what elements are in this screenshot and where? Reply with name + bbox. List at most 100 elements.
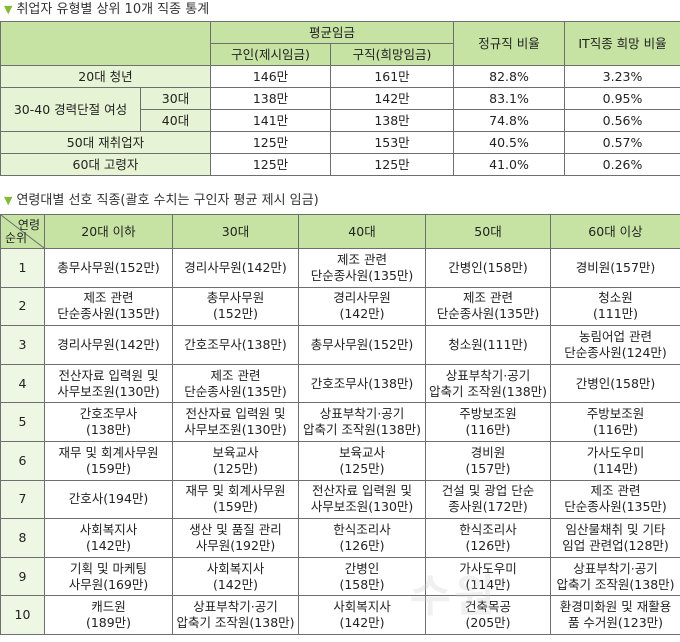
job-cell-line: 간호조무사	[79, 406, 138, 422]
job-cell-line: (138만)	[85, 422, 132, 438]
job-cell-line: 주방보조원	[586, 406, 645, 422]
job-cell-line: 압축기 조작원(138만)	[556, 576, 675, 592]
job-cell: 건설 및 광업 단순 종사원(172만)	[425, 479, 551, 520]
job-cell: 상표부착기·공기 압축기 조작원(138만)	[425, 363, 551, 404]
it-hope-ratio: 0.56%	[564, 109, 680, 132]
job-cell: 사회복지사 (142만)	[44, 518, 173, 558]
job-cell: 제조 관련 단순종사원(135만)	[550, 479, 680, 520]
rank-cell: 6	[0, 440, 45, 481]
job-cell: 제조 관련 단순종사원(135만)	[172, 363, 299, 404]
job-cell: 가사도우미 (114만)	[425, 556, 551, 597]
table-row: 1 총무사무원(152만) 경리사무원(142만) 제조 관련 단순종사원(135만) 간…	[0, 248, 680, 288]
job-cell-line: 한식조리사	[459, 521, 517, 537]
job-cell-line: 단순종사원(135만)	[57, 306, 160, 322]
job-cell-line: 기획 및 마케팅	[70, 560, 147, 576]
job-cell: 기획 및 마케팅 사무원(169만)	[44, 556, 173, 597]
job-cell: 총무사무원(152만)	[172, 286, 299, 327]
job-cell-line: 사무원(192만)	[195, 537, 276, 553]
section1-title-text: 취업자 유형별 상위 10개 직종 통계	[16, 2, 210, 17]
job-cell-line: 사회복지사	[79, 521, 138, 537]
it-hope-ratio: 3.23%	[564, 65, 680, 88]
table-row: 10 캐드원 (189만) 상표부착기·공기 압축기 조작원(138만) 사회복지사 (14…	[0, 595, 680, 635]
table-row: 4 전산자료 입력원 및 사무보조원(130만) 제조 관련 단순종사원(135만) 간호…	[0, 363, 680, 404]
job-cell: 전산자료 입력원 및 사무보조원(130만)	[44, 363, 173, 404]
job-cell-line: 압축기 조작원(138만)	[428, 383, 548, 399]
job-cell-line: 재무 및 회계사무원	[58, 444, 159, 460]
job-cell: 경비원(157만)	[550, 248, 680, 288]
job-cell-line: (159만)	[85, 460, 132, 476]
job-cell-line: 단순종사원(135만)	[184, 383, 287, 399]
regular-ratio: 82.8%	[453, 65, 566, 88]
job-cell: 한식조리사 (126만)	[298, 518, 426, 558]
rank-cell: 2	[0, 286, 45, 327]
rank-cell: 3	[0, 325, 45, 365]
desired-wage: 125만	[329, 153, 455, 176]
triangle-bullet-icon: ▼	[4, 3, 13, 16]
job-cell-line: 제조 관련	[590, 483, 641, 499]
job-cell-line: 임산물채취 및 기타	[565, 521, 666, 537]
corner-age-label: 연령	[17, 218, 40, 232]
job-cell: 경리사무원(142만)	[172, 248, 299, 288]
table-row: 3 경리사무원(142만) 간호조무사(138만) 총무사무원(152만) 청소원(11…	[0, 325, 680, 365]
job-cell-line: (126만)	[465, 537, 511, 553]
job-cell-line: 총무사무원(152만)	[310, 336, 414, 352]
job-cell-line: (126만)	[339, 537, 385, 553]
job-cell: 총무사무원(152만)	[298, 325, 426, 365]
job-cell-line: 제조 관련	[463, 290, 513, 306]
job-cell-line: 간호조무사(138만)	[184, 336, 287, 352]
table-row: 30-40 경력단절 여성 30대 138만 142만 83.1% 0.95%	[0, 87, 680, 132]
job-cell: 제조 관련 단순종사원(135만)	[298, 248, 426, 288]
job-cell-line: 제조 관련	[210, 367, 261, 383]
job-cell-line: 사무보조원(130만)	[57, 383, 160, 399]
regular-ratio: 41.0%	[453, 153, 566, 176]
job-cell: 환경미화원 및 재활용 품 수거원(123만)	[550, 595, 680, 635]
desired-wage: 153만	[329, 131, 455, 154]
job-cell-line: 보육교사	[338, 444, 385, 460]
job-cell-line: 상표부착기·공기	[573, 560, 658, 576]
job-cell-line: 가사도우미	[459, 560, 517, 576]
regular-ratio: 83.1%	[453, 87, 566, 110]
job-cell-line: (142만)	[212, 576, 259, 592]
job-cell-line: 임업 관련업(128만)	[562, 537, 669, 553]
employment-type-table: 평균임금 정규직 비율 IT직종 희망 비율 구인(제시임금) 구직(희망임금)…	[0, 21, 680, 176]
job-cell-line: 경비원	[470, 444, 506, 460]
job-cell-line: 단순종사원(124만)	[564, 344, 667, 360]
job-cell: 제조 관련 단순종사원(135만)	[425, 286, 551, 327]
offer-wage: 125만	[210, 153, 331, 176]
offer-wage: 146만	[210, 65, 331, 88]
job-cell-line: 사회복지사	[333, 599, 391, 615]
job-cell-line: 생산 및 품질 관리	[189, 521, 282, 537]
job-cell-line: (114만)	[592, 460, 639, 476]
table-row: 8 사회복지사 (142만) 생산 및 품질 관리 사무원(192만) 한식조리사 (126…	[0, 518, 680, 558]
job-cell: 간호조무사(138만)	[172, 325, 299, 365]
job-cell: 재무 및 회계사무원 (159만)	[172, 479, 299, 520]
job-cell-line: 보육교사	[212, 444, 259, 460]
col-header: 60대 이상	[550, 214, 680, 249]
job-cell: 간병인(158만)	[298, 556, 426, 597]
job-cell: 청소원(111만)	[425, 325, 551, 365]
job-cell-line: 간병인	[344, 560, 380, 576]
job-cell-line: (142만)	[85, 537, 132, 553]
job-cell-line: 총무사무원(152만)	[57, 259, 160, 275]
rank-cell: 8	[0, 518, 45, 558]
table-row: 60대 고령자 125만 125만 41.0% 0.26%	[0, 153, 680, 176]
job-cell-line: 경리사무원(142만)	[57, 336, 160, 352]
job-cell-line: 전산자료 입력원 및	[312, 483, 412, 499]
offer-wage: 141만	[210, 109, 331, 132]
job-cell-line: 경리사무원(142만)	[184, 259, 287, 275]
regular-ratio: 74.8%	[453, 109, 566, 132]
job-cell: 전산자료 입력원 및 사무보조원(130만)	[298, 479, 426, 520]
col-header: 30대	[172, 214, 299, 249]
row-label: 50대 재취업자	[0, 131, 211, 154]
job-cell: 사회복지사 (142만)	[298, 595, 426, 635]
job-cell: 전산자료 입력원 및 사무보조원(130만)	[172, 402, 299, 442]
offer-wage-header: 구인(제시임금)	[210, 43, 331, 66]
offer-wage: 125만	[210, 131, 331, 154]
it-hope-ratio: 0.95%	[564, 87, 680, 110]
job-cell-line: (116만)	[592, 422, 639, 438]
job-cell-line: 경비원(157만)	[575, 259, 656, 275]
job-cell: 경리사무원(142만)	[298, 286, 426, 327]
job-cell: 사회복지사 (142만)	[172, 556, 299, 597]
rank-cell: 1	[0, 248, 45, 288]
job-cell-line: 총무사무원	[206, 290, 265, 306]
